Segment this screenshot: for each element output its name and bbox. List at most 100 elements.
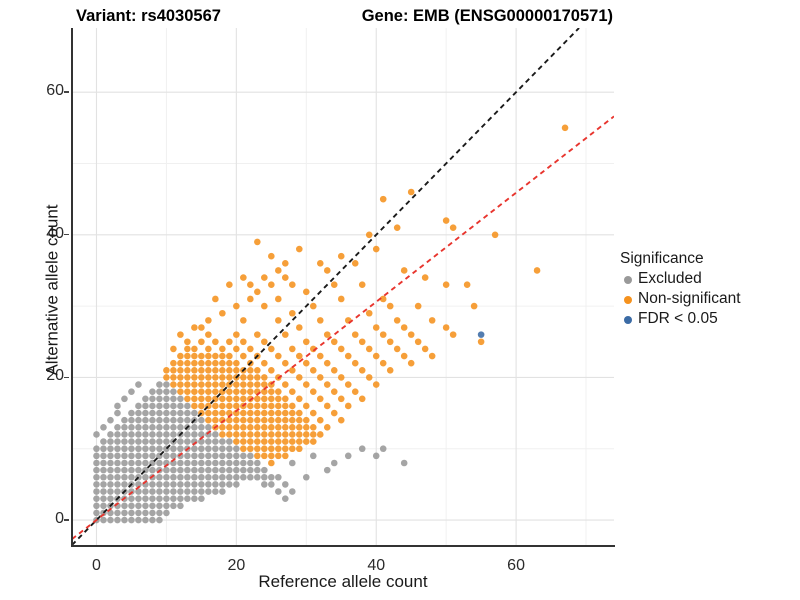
data-point: [205, 317, 212, 324]
data-point: [135, 438, 142, 445]
data-point: [142, 502, 149, 510]
data-point: [268, 388, 275, 395]
data-point: [205, 409, 212, 417]
data-point: [295, 245, 303, 253]
data-point: [149, 495, 156, 502]
data-point: [121, 459, 128, 467]
data-point: [212, 452, 219, 460]
data-point: [184, 473, 191, 481]
legend-item[interactable]: Excluded: [620, 269, 798, 289]
data-point: [121, 452, 128, 460]
data-point: [219, 466, 226, 474]
x-tick-label: 0: [92, 557, 101, 574]
data-point: [247, 416, 254, 424]
data-point: [163, 473, 170, 481]
data-point: [163, 488, 170, 495]
data-point: [282, 402, 289, 410]
data-point: [247, 381, 254, 388]
data-point: [212, 381, 219, 388]
data-point: [212, 431, 219, 438]
data-point: [135, 502, 142, 510]
data-point: [163, 452, 170, 460]
data-point: [100, 452, 107, 460]
data-point: [226, 481, 233, 488]
data-point: [309, 452, 317, 460]
data-point: [135, 409, 142, 417]
data-point: [107, 466, 114, 474]
series-non-significant: [163, 124, 569, 467]
data-point: [275, 409, 282, 417]
data-point: [198, 495, 205, 502]
data-point: [205, 466, 212, 474]
data-point: [212, 388, 219, 395]
y-tick-label: 60: [46, 82, 64, 100]
data-point: [337, 374, 345, 381]
data-point: [128, 473, 135, 481]
data-point: [170, 473, 177, 481]
data-point: [275, 388, 282, 395]
data-point: [442, 281, 450, 289]
data-point: [121, 395, 128, 403]
data-point: [184, 395, 191, 403]
data-point: [233, 438, 240, 445]
data-point: [177, 466, 184, 474]
data-point: [128, 502, 135, 510]
data-point: [309, 366, 317, 374]
data-point: [226, 466, 233, 474]
data-point: [219, 481, 226, 488]
data-point: [212, 402, 219, 410]
data-point: [93, 431, 100, 438]
data-point: [177, 402, 184, 410]
data-point: [142, 431, 149, 438]
data-point: [330, 459, 338, 467]
data-point: [295, 431, 303, 438]
legend-item[interactable]: FDR < 0.05: [620, 309, 798, 329]
data-point: [135, 452, 142, 460]
data-point: [268, 473, 275, 481]
data-point: [100, 502, 107, 510]
data-point: [219, 473, 226, 481]
data-point: [93, 481, 100, 488]
data-point: [261, 388, 268, 395]
data-point: [226, 366, 233, 374]
data-point: [400, 267, 408, 274]
data-point: [198, 402, 205, 410]
data-point: [289, 366, 296, 374]
data-point: [309, 438, 317, 445]
data-point: [156, 438, 163, 445]
data-point: [400, 324, 408, 331]
data-point: [282, 409, 289, 417]
data-point: [156, 473, 163, 481]
data-point: [142, 409, 149, 417]
data-point: [323, 466, 331, 474]
series-fdr-0-05: [477, 331, 485, 338]
data-point: [184, 416, 191, 424]
data-point: [421, 345, 429, 353]
data-point: [149, 388, 156, 395]
data-point: [268, 445, 275, 453]
data-point: [344, 381, 352, 388]
data-point: [191, 409, 198, 417]
data-point: [177, 502, 184, 510]
data-point: [198, 452, 205, 460]
data-point: [191, 395, 198, 403]
legend-item[interactable]: Non-significant: [620, 289, 798, 309]
data-point: [344, 352, 352, 360]
data-point: [100, 473, 107, 481]
data-point: [233, 402, 240, 410]
data-point: [114, 424, 121, 431]
data-point: [268, 281, 275, 289]
data-point: [372, 245, 380, 253]
y-tick-label: 20: [46, 367, 64, 385]
data-point: [184, 345, 191, 353]
data-point: [135, 459, 142, 467]
data-point: [282, 424, 289, 431]
data-point: [254, 402, 261, 410]
data-point: [316, 395, 324, 403]
data-point: [226, 431, 233, 438]
data-point: [107, 473, 114, 481]
data-point: [121, 431, 128, 438]
data-point: [177, 416, 184, 424]
data-point: [372, 381, 380, 388]
data-point: [282, 495, 289, 502]
